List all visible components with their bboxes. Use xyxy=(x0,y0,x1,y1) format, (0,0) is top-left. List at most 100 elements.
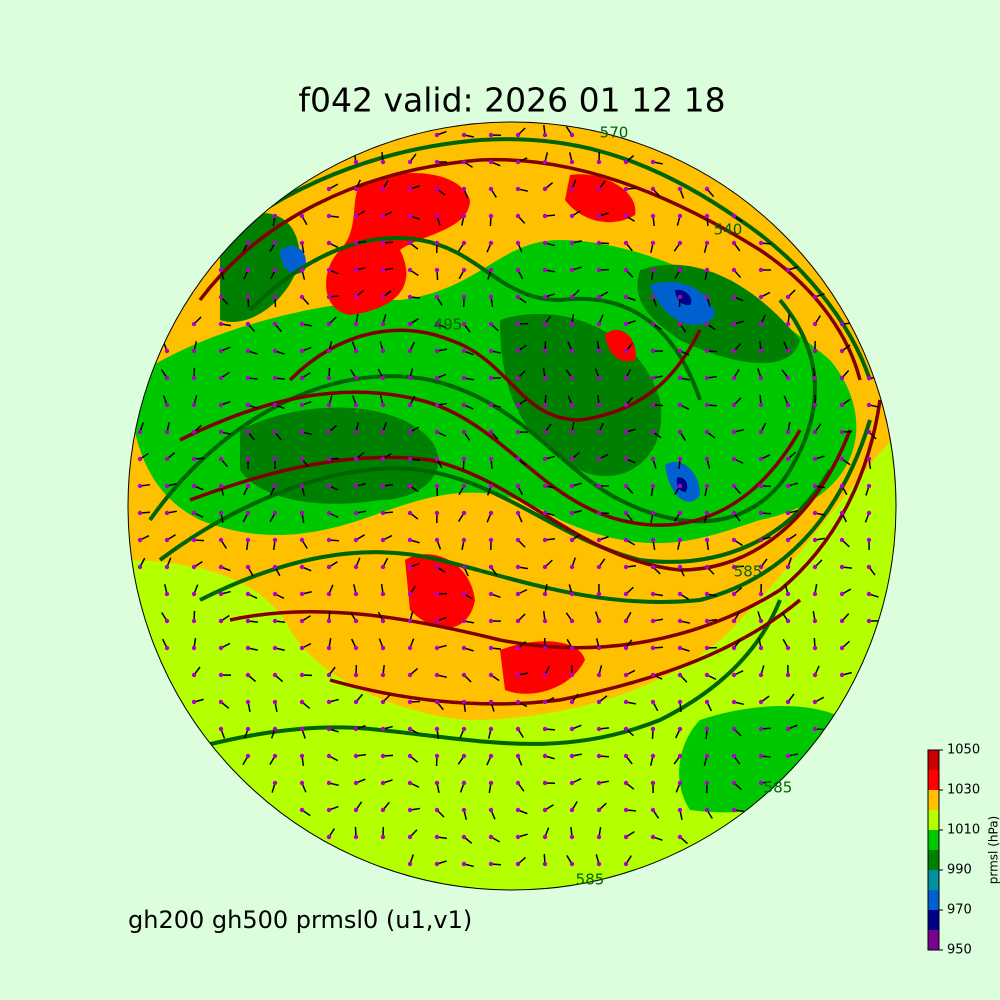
wind-dot xyxy=(461,429,467,435)
wind-dot xyxy=(839,348,845,354)
wind-dot xyxy=(434,159,440,165)
wind-dot xyxy=(407,726,413,732)
wind-dot xyxy=(785,591,791,597)
wind-dot xyxy=(704,807,710,813)
wind-dot xyxy=(353,753,359,759)
wind-dot xyxy=(650,456,656,462)
wind-dot xyxy=(650,348,656,354)
wind-dot xyxy=(407,537,413,543)
wind-dot xyxy=(434,402,440,408)
wind-dot xyxy=(488,267,494,273)
wind-dot xyxy=(704,753,710,759)
wind-dot xyxy=(326,186,332,192)
wind-dot xyxy=(677,213,683,219)
wind-dot xyxy=(245,240,251,246)
wind-dot xyxy=(569,834,575,840)
wind-dot xyxy=(191,483,197,489)
wind-dot xyxy=(623,294,629,300)
wind-dot xyxy=(245,375,251,381)
wind-dot xyxy=(434,645,440,651)
wind-dot xyxy=(785,483,791,489)
wind-dot xyxy=(434,861,440,867)
wind-dot xyxy=(488,807,494,813)
wind-dot xyxy=(272,618,278,624)
wind-dot xyxy=(299,213,305,219)
wind-dot xyxy=(488,672,494,678)
wind-dot xyxy=(218,564,224,570)
wind-dot xyxy=(461,591,467,597)
wind-dot xyxy=(380,321,386,327)
wind-dot xyxy=(326,402,332,408)
colorbar-tick-label: 1010 xyxy=(947,823,980,838)
wind-dot xyxy=(488,834,494,840)
wind-dot xyxy=(353,564,359,570)
wind-dot xyxy=(542,591,548,597)
wind-dot xyxy=(623,564,629,570)
wind-dot xyxy=(650,186,656,192)
wind-dot xyxy=(596,483,602,489)
wind-dot xyxy=(299,240,305,246)
wind-dot xyxy=(299,699,305,705)
wind-dot xyxy=(866,564,872,570)
wind-dot xyxy=(407,861,413,867)
wind-dot xyxy=(758,564,764,570)
wind-dot xyxy=(758,510,764,516)
wind-dot xyxy=(596,456,602,462)
wind-dot xyxy=(677,348,683,354)
wind-dot xyxy=(461,240,467,246)
wind-dot xyxy=(434,294,440,300)
wind-dot xyxy=(650,834,656,840)
wind-dot xyxy=(353,537,359,543)
wind-dot xyxy=(218,672,224,678)
wind-dot xyxy=(758,483,764,489)
wind-dot xyxy=(434,753,440,759)
wind-dot xyxy=(353,186,359,192)
wind-dot xyxy=(164,429,170,435)
wind-dot xyxy=(704,429,710,435)
wind-dot xyxy=(812,294,818,300)
wind-dot xyxy=(434,456,440,462)
wind-dot xyxy=(191,672,197,678)
wind-dot xyxy=(704,294,710,300)
title: f042 valid: 2026 01 12 18 xyxy=(298,81,725,120)
wind-dot xyxy=(461,483,467,489)
wind-dot xyxy=(569,159,575,165)
wind-dot xyxy=(380,645,386,651)
wind-dot xyxy=(704,510,710,516)
wind-dot xyxy=(569,537,575,543)
wind-dot xyxy=(461,132,467,138)
wind-dot xyxy=(218,726,224,732)
wind-dot xyxy=(542,402,548,408)
wind-dot xyxy=(407,564,413,570)
wind-dot xyxy=(866,618,872,624)
wind-dot xyxy=(488,510,494,516)
contour-line xyxy=(189,429,852,572)
wind-dot xyxy=(353,321,359,327)
high-center xyxy=(326,173,636,694)
wind-dot xyxy=(839,429,845,435)
wind-dot xyxy=(596,294,602,300)
wind-dot xyxy=(380,807,386,813)
wind-dot xyxy=(569,510,575,516)
wind-dot xyxy=(650,672,656,678)
contour-label: 585 xyxy=(734,563,763,581)
wind-dot xyxy=(731,510,737,516)
wind-dot xyxy=(191,429,197,435)
wind-dot xyxy=(191,510,197,516)
wind-dot xyxy=(299,807,305,813)
wind-dot xyxy=(461,456,467,462)
wind-dot xyxy=(515,240,521,246)
wind-dot xyxy=(812,537,818,543)
wind-dot xyxy=(542,834,548,840)
wind-dot xyxy=(677,267,683,273)
wind-dot xyxy=(218,321,224,327)
wind-dot xyxy=(596,321,602,327)
wind-dot xyxy=(515,807,521,813)
wind-dot xyxy=(272,321,278,327)
wind-dot xyxy=(353,429,359,435)
wind-dot xyxy=(515,618,521,624)
wind-dot xyxy=(488,483,494,489)
wind-dot xyxy=(542,456,548,462)
wind-dot xyxy=(596,429,602,435)
wind-dot xyxy=(596,240,602,246)
